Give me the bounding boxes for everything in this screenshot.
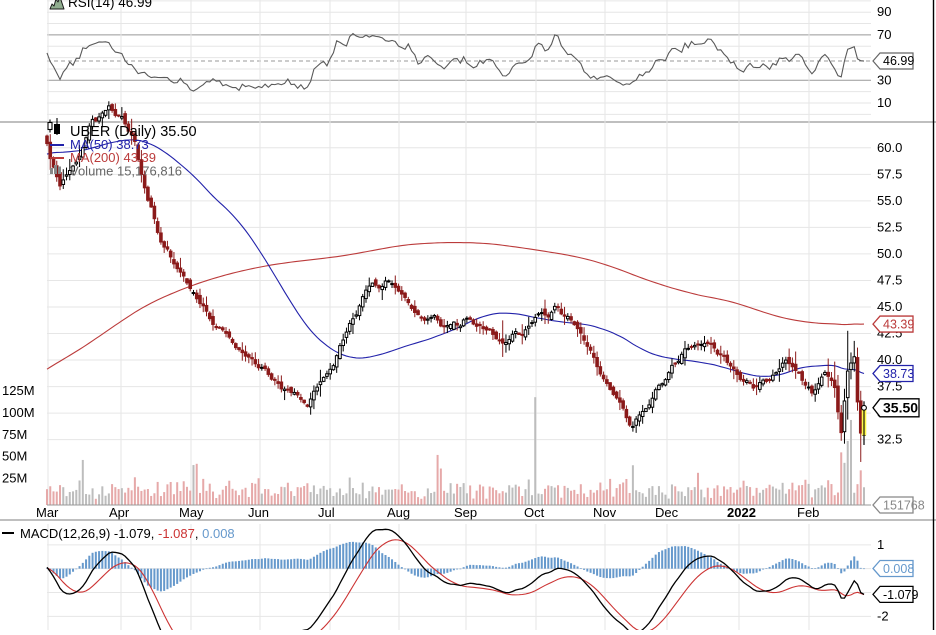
svg-text:1: 1	[877, 537, 884, 552]
svg-text:90: 90	[877, 4, 891, 19]
svg-text:50M: 50M	[2, 449, 27, 464]
svg-text:100M: 100M	[2, 405, 35, 420]
svg-text:45.0: 45.0	[877, 299, 902, 314]
svg-text:May: May	[179, 505, 204, 520]
svg-text:Sep: Sep	[454, 505, 477, 520]
svg-text:Dec: Dec	[655, 505, 679, 520]
svg-text:55.0: 55.0	[877, 193, 902, 208]
svg-text:60.0: 60.0	[877, 140, 902, 155]
svg-text:57.5: 57.5	[877, 166, 902, 181]
svg-text:-1.079: -1.079	[883, 588, 918, 602]
svg-text:0.008: 0.008	[883, 562, 914, 576]
svg-text:52.5: 52.5	[877, 219, 902, 234]
svg-text:Volume 15,176,816: Volume 15,176,816	[70, 164, 182, 179]
svg-text:Aug: Aug	[387, 505, 410, 520]
svg-text:2022: 2022	[727, 505, 756, 520]
svg-text:10: 10	[877, 95, 891, 110]
svg-text:Jul: Jul	[318, 505, 335, 520]
svg-text:50.0: 50.0	[877, 246, 902, 261]
svg-text:46.99: 46.99	[883, 54, 914, 68]
svg-text:Mar: Mar	[36, 505, 59, 520]
svg-text:25M: 25M	[2, 471, 27, 486]
svg-text:32.5: 32.5	[877, 432, 902, 447]
svg-text:43.39: 43.39	[883, 318, 914, 332]
svg-text:35.50: 35.50	[883, 399, 918, 415]
svg-text:47.5: 47.5	[877, 272, 902, 287]
svg-text:70: 70	[877, 27, 891, 42]
svg-text:Apr: Apr	[109, 505, 130, 520]
svg-text:RSI(14) 46.99: RSI(14) 46.99	[68, 0, 152, 10]
svg-text:Feb: Feb	[797, 505, 819, 520]
svg-text:MACD(12,26,9) -1.079, -1.087,: MACD(12,26,9) -1.079, -1.087, 0.008	[20, 526, 235, 541]
svg-text:38.73: 38.73	[883, 367, 914, 381]
svg-text:151768: 151768	[883, 499, 925, 513]
svg-text:75M: 75M	[2, 427, 27, 442]
svg-text:125M: 125M	[2, 383, 35, 398]
svg-text:-2: -2	[877, 608, 889, 623]
svg-text:Nov: Nov	[593, 505, 617, 520]
svg-text:Jun: Jun	[248, 505, 269, 520]
svg-text:Oct: Oct	[524, 505, 545, 520]
svg-text:30: 30	[877, 72, 891, 87]
svg-text:40.0: 40.0	[877, 352, 902, 367]
